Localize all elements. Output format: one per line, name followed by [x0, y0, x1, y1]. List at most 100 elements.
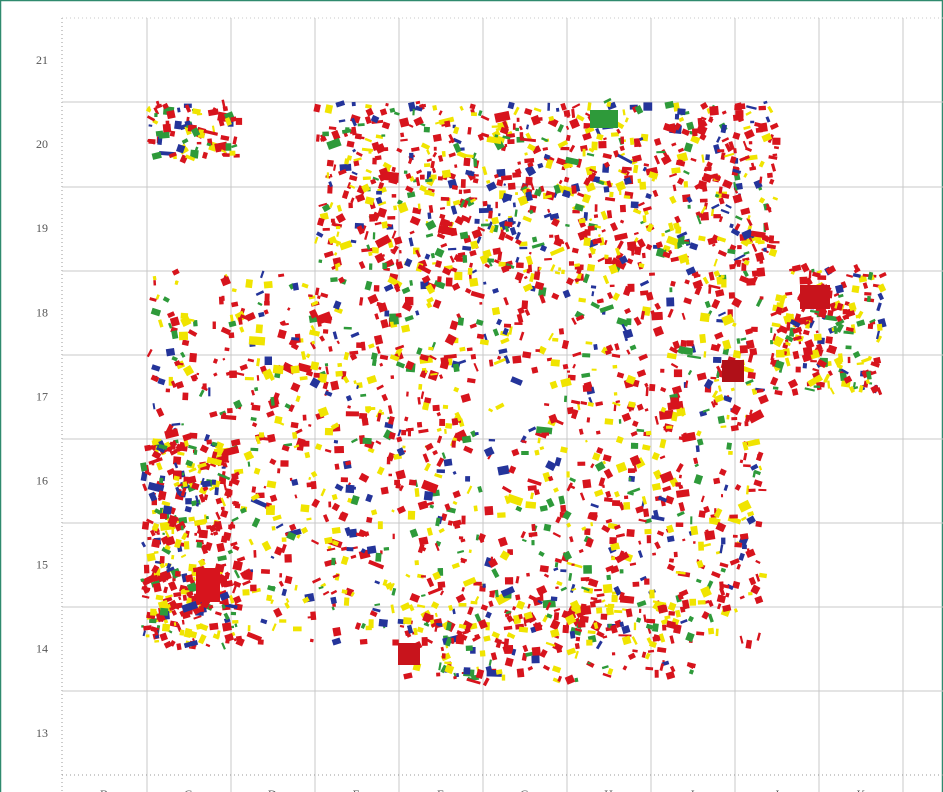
building [623, 167, 632, 171]
building [755, 521, 762, 527]
building [197, 142, 202, 144]
building [279, 573, 282, 577]
building [630, 138, 635, 145]
building [459, 190, 462, 195]
building [677, 108, 686, 115]
building [596, 607, 602, 613]
building [688, 205, 691, 209]
building [613, 365, 618, 369]
building [348, 203, 352, 209]
building [337, 363, 342, 367]
building [505, 577, 513, 584]
building [346, 411, 359, 416]
building [421, 575, 426, 577]
building [560, 147, 569, 150]
building [726, 442, 732, 450]
building [332, 627, 341, 636]
building [202, 481, 211, 488]
building [591, 142, 597, 151]
building [459, 603, 467, 607]
row-label: 13 [36, 726, 48, 740]
building [582, 479, 591, 488]
building [519, 627, 528, 633]
building [845, 345, 851, 349]
building [250, 585, 257, 592]
building [331, 558, 335, 565]
building [308, 294, 313, 297]
building [254, 387, 258, 391]
building [501, 175, 512, 181]
building [487, 258, 494, 262]
building [744, 421, 748, 426]
building [396, 259, 398, 265]
building [737, 245, 742, 249]
building [334, 440, 338, 444]
building [273, 365, 284, 374]
building [310, 639, 314, 643]
building [580, 616, 589, 623]
building [433, 134, 442, 142]
building [437, 276, 442, 282]
building [843, 309, 848, 314]
building [662, 625, 666, 631]
building [762, 235, 768, 240]
building [796, 367, 801, 373]
building [743, 464, 751, 467]
building [391, 375, 395, 379]
building [612, 500, 620, 506]
building [649, 384, 655, 391]
building [231, 612, 236, 615]
building [710, 377, 716, 380]
building [320, 214, 324, 217]
building [633, 582, 640, 587]
building [471, 601, 478, 605]
building [643, 102, 652, 110]
building [373, 232, 376, 239]
building [512, 356, 521, 364]
building [399, 250, 402, 254]
building [611, 595, 617, 602]
building [266, 507, 275, 516]
building [690, 526, 698, 536]
building [864, 292, 871, 296]
building [562, 625, 569, 633]
building [757, 454, 761, 458]
building [522, 351, 531, 358]
building [444, 459, 453, 467]
building [670, 397, 679, 406]
building [704, 530, 715, 540]
building [604, 418, 613, 425]
building [631, 443, 638, 449]
building [525, 501, 536, 508]
building [611, 556, 615, 560]
building [532, 647, 541, 656]
building [628, 468, 635, 473]
building [631, 201, 639, 208]
building [384, 547, 390, 551]
building [369, 263, 372, 270]
building [814, 334, 822, 341]
building [540, 565, 549, 572]
building [460, 232, 469, 240]
building [344, 597, 350, 605]
building [698, 542, 704, 551]
building [676, 522, 684, 527]
building [146, 634, 150, 637]
building [646, 431, 652, 436]
building [668, 611, 675, 616]
row-label: 20 [36, 137, 48, 151]
column-label: F [437, 787, 444, 792]
building [242, 589, 249, 595]
building [634, 623, 636, 631]
building [467, 347, 473, 351]
building [232, 561, 243, 571]
building [334, 446, 344, 453]
building [479, 302, 482, 305]
building [513, 123, 516, 129]
building [718, 416, 726, 424]
building [206, 516, 209, 519]
building [420, 175, 425, 180]
building [159, 478, 163, 484]
building [446, 277, 453, 286]
building [655, 670, 659, 678]
